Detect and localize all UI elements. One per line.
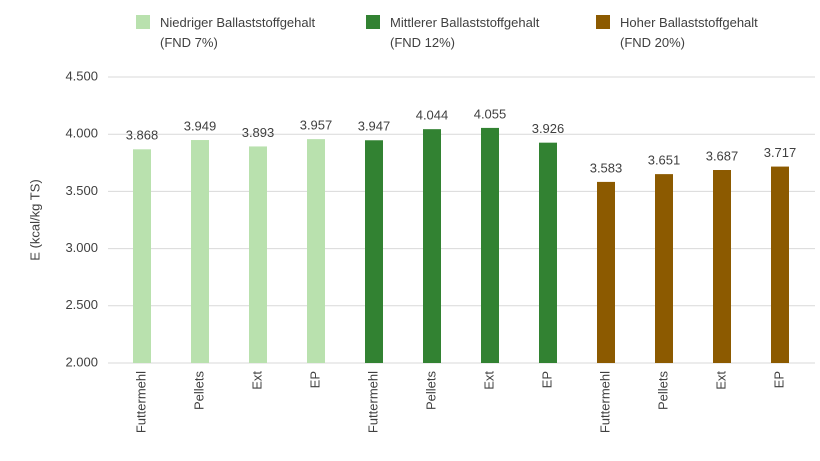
data-label: 3.926 xyxy=(532,121,565,136)
x-tick-label: EP xyxy=(539,371,554,388)
data-label: 3.583 xyxy=(590,160,623,175)
legend-swatch xyxy=(366,15,380,29)
x-tick-label: EP xyxy=(771,371,786,388)
x-tick-label: Ext xyxy=(249,371,264,390)
x-tick-label: Ext xyxy=(481,371,496,390)
bar xyxy=(655,174,673,363)
bar xyxy=(481,127,499,364)
x-tick-label: Ext xyxy=(713,371,728,390)
data-label: 3.651 xyxy=(648,153,681,168)
y-tick-label: 4.000 xyxy=(65,126,98,141)
x-tick-label: Futtermehl xyxy=(133,371,148,433)
bar xyxy=(365,140,383,363)
bar xyxy=(771,166,789,363)
x-tick-label: Futtermehl xyxy=(597,371,612,433)
y-tick-label: 3.500 xyxy=(65,183,98,198)
legend-label: Hoher Ballaststoffgehalt (FND 20%) xyxy=(620,15,758,50)
data-label: 3.687 xyxy=(706,148,739,163)
data-label: 3.717 xyxy=(764,145,797,160)
bar xyxy=(191,140,209,363)
y-tick-label: 2.000 xyxy=(65,354,98,369)
legend-label: Niedriger Ballaststoffgehalt (FND 7%) xyxy=(160,15,316,50)
bar xyxy=(539,142,557,363)
bar xyxy=(713,170,731,363)
data-label: 3.868 xyxy=(126,128,159,143)
x-tick-label: Pellets xyxy=(423,371,438,411)
data-label: 4.055 xyxy=(474,106,507,121)
data-label: 4.044 xyxy=(416,108,449,123)
data-label: 3.947 xyxy=(358,119,391,134)
bar xyxy=(307,139,325,363)
y-tick-label: 4.500 xyxy=(65,68,98,83)
data-label: 3.893 xyxy=(242,125,275,140)
y-tick-label: 3.000 xyxy=(65,240,98,255)
x-tick-label: Pellets xyxy=(191,371,206,411)
legend-swatch xyxy=(136,15,150,29)
y-axis-title: E (kcal/kg TS) xyxy=(27,179,42,260)
data-label: 3.957 xyxy=(300,118,333,133)
bar xyxy=(133,149,151,363)
legend-label: Mittlerer Ballaststoffgehalt (FND 12%) xyxy=(390,15,540,50)
x-tick-label: Futtermehl xyxy=(365,371,380,433)
bar xyxy=(597,181,615,363)
data-label: 3.949 xyxy=(184,118,217,133)
x-tick-label: Pellets xyxy=(655,371,670,411)
bar xyxy=(249,146,267,363)
x-tick-label: EP xyxy=(307,371,322,388)
y-tick-label: 2.500 xyxy=(65,297,98,312)
legend-swatch xyxy=(596,15,610,29)
bar xyxy=(423,129,441,363)
